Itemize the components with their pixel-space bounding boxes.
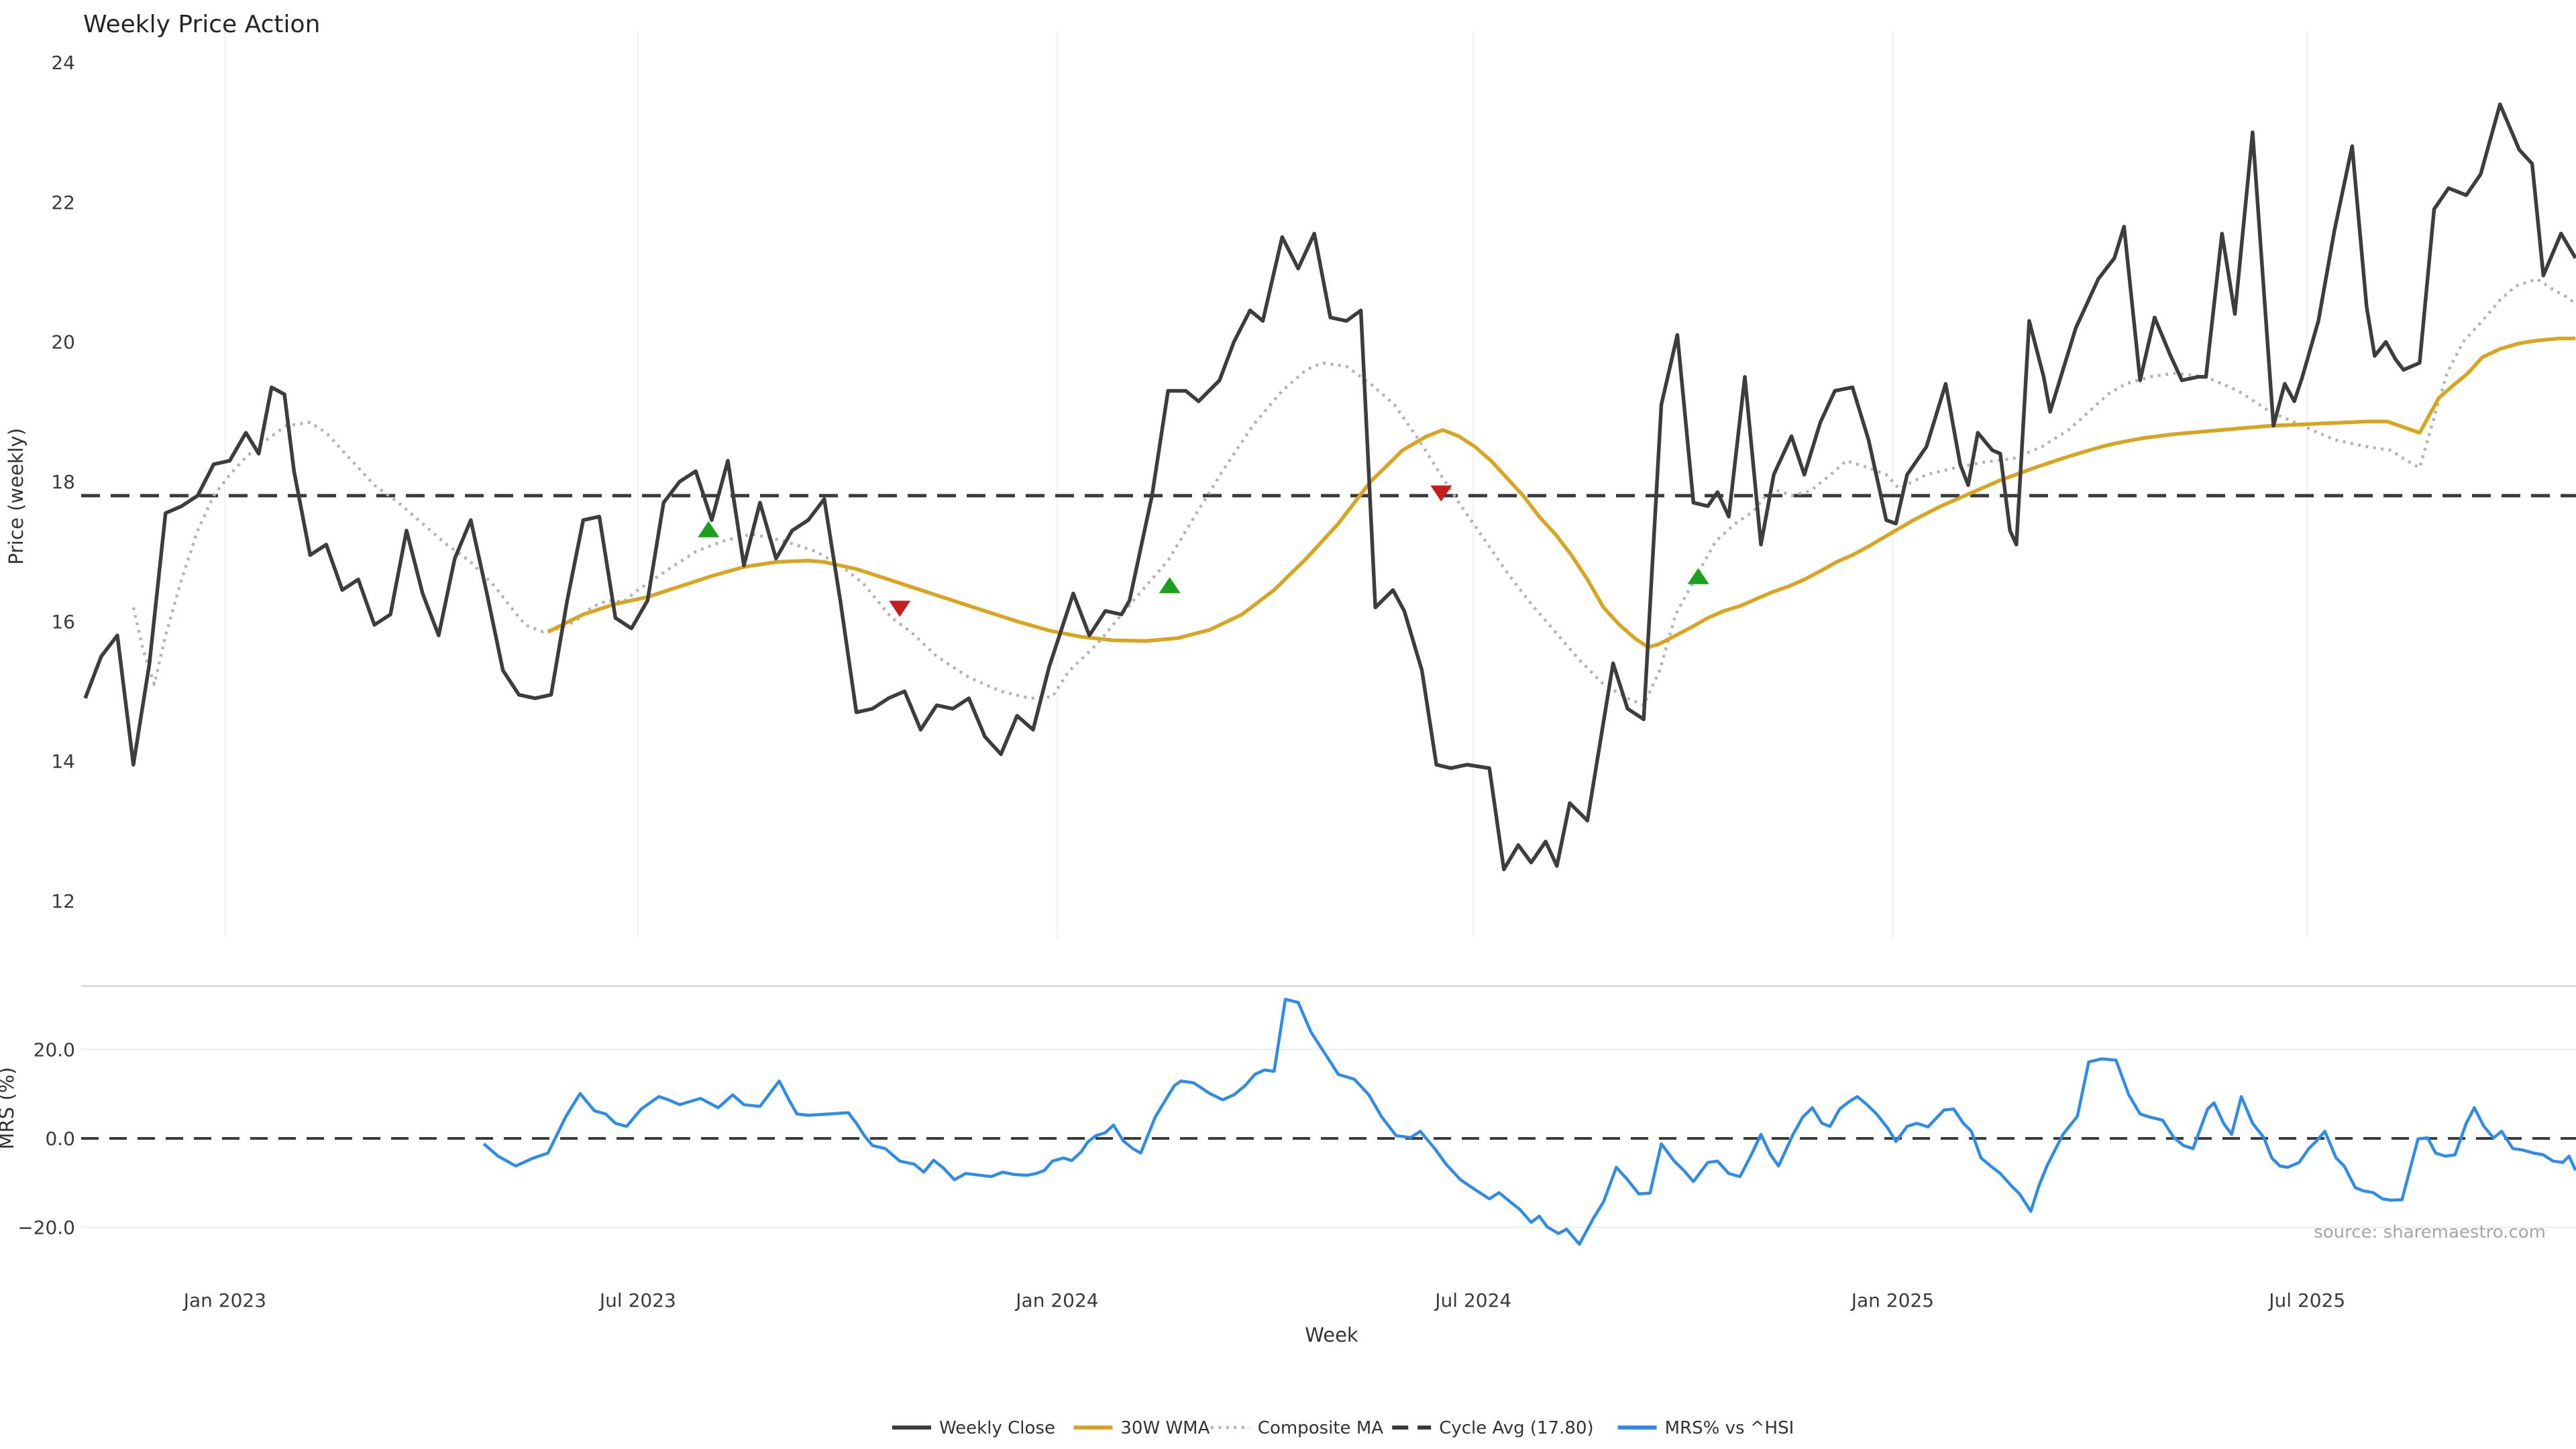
- price-tick-label: 24: [51, 52, 75, 74]
- price-tick-label: 18: [51, 471, 75, 493]
- x-tick-label: Jul 2025: [2267, 1289, 2345, 1311]
- price-tick-label: 12: [51, 890, 75, 912]
- price-tick-label: 20: [51, 331, 75, 354]
- sell-signal-icon: [1430, 485, 1452, 502]
- x-tick-label: Jan 2025: [1850, 1289, 1934, 1311]
- weekly-close-line: [83, 102, 2576, 871]
- signal-markers: [698, 485, 1709, 617]
- week-axis-label: Week: [1305, 1324, 1358, 1346]
- buy-signal-icon: [698, 521, 720, 537]
- mrs-axis-label: MRS (%): [0, 1067, 18, 1150]
- sell-signal-icon: [889, 600, 911, 617]
- grid-layer: [81, 30, 2576, 1228]
- x-tick-label: Jan 2024: [1014, 1289, 1098, 1311]
- legend-label: 30W WMA: [1120, 1418, 1210, 1438]
- mrs-tick-label: 20.0: [34, 1039, 75, 1061]
- price-axis-label: Price (weekly): [5, 428, 28, 565]
- legend-label: Cycle Avg (17.80): [1439, 1418, 1593, 1438]
- source-note: source: sharemaestro.com: [2314, 1222, 2546, 1242]
- mrs-tick-label: 0.0: [45, 1128, 75, 1150]
- x-tick-label: Jul 2024: [1434, 1289, 1511, 1311]
- chart-legend: Weekly Close 30W WMA Composite MA Cycle Avg…: [892, 1418, 1794, 1438]
- legend-label: Composite MA: [1258, 1418, 1383, 1438]
- legend-label: MRS% vs ^HSI: [1665, 1418, 1794, 1438]
- axis-layer: Jan 2023 Jul 2023 Jan 2024 Jul 2024 Jan 2025…: [17, 52, 2345, 1311]
- buy-signal-icon: [1687, 568, 1709, 584]
- series-layer: [81, 102, 2576, 1246]
- price-tick-label: 16: [51, 610, 75, 633]
- x-tick-label: Jul 2023: [598, 1289, 676, 1311]
- mrs-tick-label: −20.0: [17, 1217, 75, 1239]
- wma30-line: [547, 336, 2576, 649]
- price-tick-label: 22: [51, 191, 75, 213]
- mrs-line: [482, 998, 2576, 1246]
- legend-label: Weekly Close: [939, 1418, 1055, 1438]
- composite-ma-line: [131, 277, 2576, 707]
- x-tick-label: Jan 2023: [182, 1289, 266, 1311]
- price-tick-label: 14: [51, 751, 75, 773]
- chart-title: Weekly Price Action: [83, 11, 320, 38]
- buy-signal-icon: [1159, 577, 1181, 594]
